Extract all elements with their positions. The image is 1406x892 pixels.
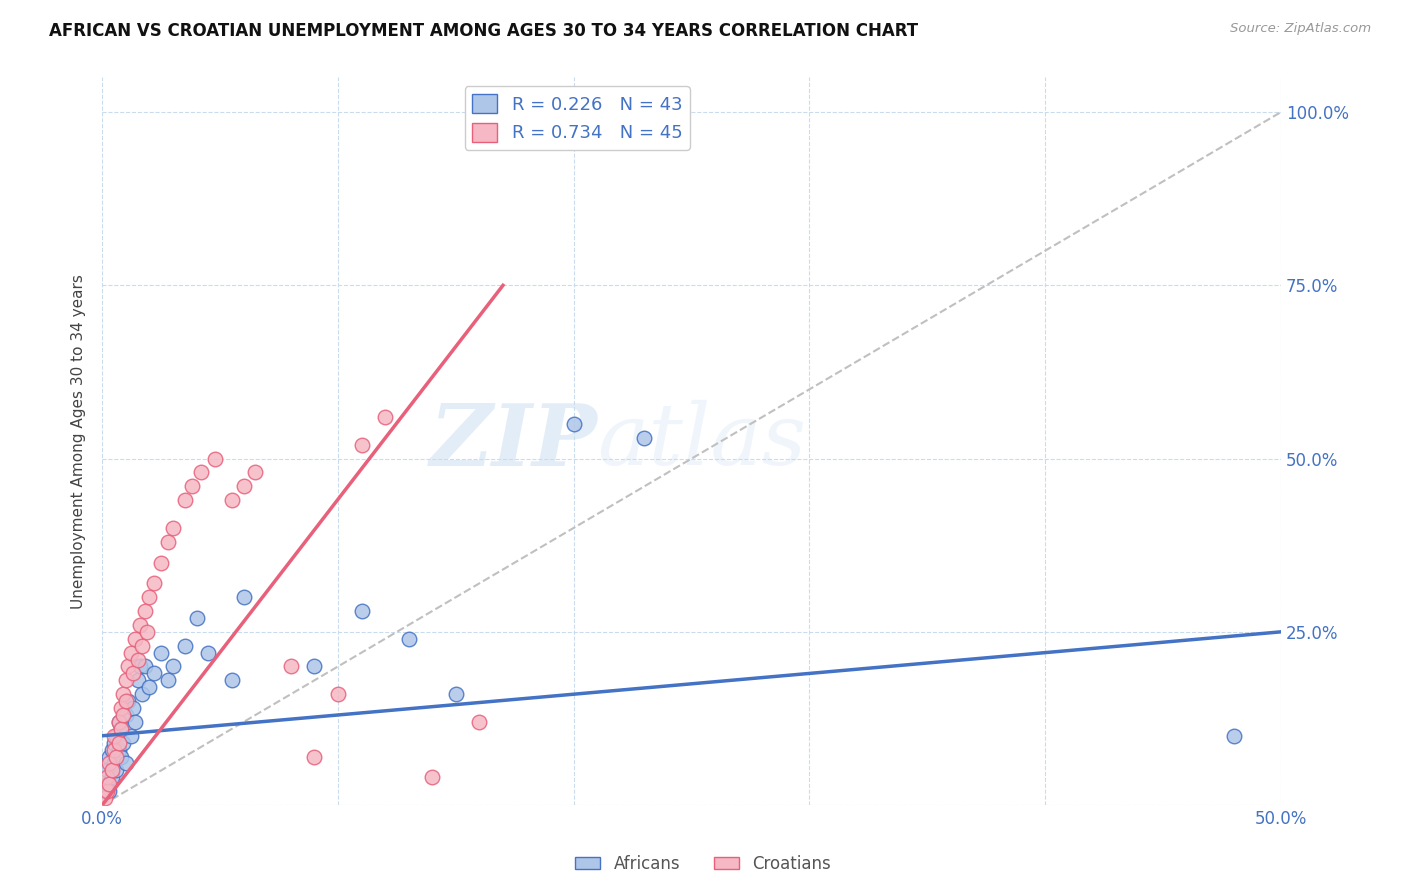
Point [103,742,125,756]
Point [162,659,184,673]
Legend: Africans, Croatians: Africans, Croatians [568,848,838,880]
Point [562,417,585,431]
Point [350,438,373,452]
Point [143,666,166,681]
Point [157,534,180,549]
Point [96,770,118,784]
Point [444,687,467,701]
Point [93,784,115,798]
Point [96,764,118,778]
Point [138,680,160,694]
Point [110,701,132,715]
Point [232,590,254,604]
Point [121,666,143,681]
Point [117,694,139,708]
Point [143,576,166,591]
Point [110,722,132,736]
Point [103,729,125,743]
Point [221,493,243,508]
Point [129,659,152,673]
Point [98,756,121,771]
Point [112,687,135,701]
Point [468,714,491,729]
Text: Source: ZipAtlas.com: Source: ZipAtlas.com [1230,22,1371,36]
Text: atlas: atlas [598,400,807,483]
Point [633,431,655,445]
Point [96,784,118,798]
Point [110,722,132,736]
Point [162,521,184,535]
Point [105,764,128,778]
Point [138,590,160,604]
Point [186,611,208,625]
Y-axis label: Unemployment Among Ages 30 to 34 years: Unemployment Among Ages 30 to 34 years [72,274,86,608]
Point [304,659,326,673]
Point [304,749,326,764]
Point [107,736,129,750]
Point [127,652,149,666]
Point [107,714,129,729]
Point [374,409,396,424]
Point [121,701,143,715]
Point [120,646,142,660]
Point [127,673,149,688]
Point [197,646,219,660]
Point [98,749,121,764]
Point [204,451,226,466]
Point [112,736,135,750]
Point [124,714,146,729]
Point [350,604,373,618]
Legend: R = 0.226   N = 43, R = 0.734   N = 45: R = 0.226 N = 43, R = 0.734 N = 45 [465,87,690,150]
Point [157,673,180,688]
Point [110,749,132,764]
Point [129,618,152,632]
Point [1223,729,1246,743]
Point [136,624,159,639]
Point [134,659,156,673]
Point [96,777,118,791]
Point [105,749,128,764]
Point [107,714,129,729]
Point [124,632,146,646]
Point [112,708,135,723]
Point [100,770,122,784]
Point [280,659,302,673]
Point [120,729,142,743]
Text: AFRICAN VS CROATIAN UNEMPLOYMENT AMONG AGES 30 TO 34 YEARS CORRELATION CHART: AFRICAN VS CROATIAN UNEMPLOYMENT AMONG A… [49,22,918,40]
Point [232,479,254,493]
Point [114,694,136,708]
Point [326,687,349,701]
Point [103,736,125,750]
Point [221,673,243,688]
Point [93,791,115,805]
Point [173,639,195,653]
Point [100,742,122,756]
Point [190,466,212,480]
Point [98,784,121,798]
Point [173,493,195,508]
Point [98,777,121,791]
Point [114,673,136,688]
Point [131,687,153,701]
Point [150,646,173,660]
Point [114,708,136,723]
Point [117,659,139,673]
Point [103,756,125,771]
Point [107,742,129,756]
Point [131,639,153,653]
Text: ZIP: ZIP [429,400,598,483]
Point [105,729,128,743]
Point [398,632,420,646]
Point [420,770,443,784]
Point [134,604,156,618]
Point [100,764,122,778]
Point [150,556,173,570]
Point [245,466,267,480]
Point [180,479,202,493]
Point [114,756,136,771]
